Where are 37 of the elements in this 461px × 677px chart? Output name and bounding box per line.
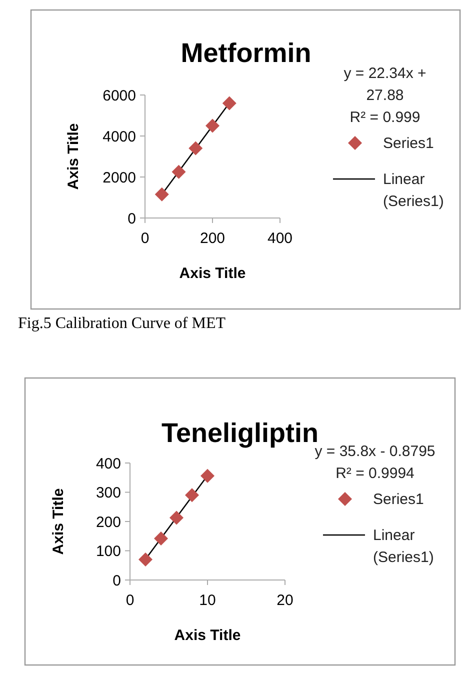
x-tick-label: 20 xyxy=(276,592,294,609)
point xyxy=(222,96,236,110)
point xyxy=(154,187,169,202)
x-tick-label: 10 xyxy=(199,592,216,609)
point xyxy=(138,552,152,567)
y-tick-label: 0 xyxy=(112,572,121,590)
text: y = 22.34x + 27.88 xyxy=(344,65,427,104)
y-tick-label: 0 xyxy=(128,210,136,228)
point xyxy=(188,141,203,156)
y-tick-label: 4000 xyxy=(102,128,136,146)
x-tick-label: 200 xyxy=(200,230,226,247)
x-axis-title: Axis Title xyxy=(174,627,241,644)
point xyxy=(170,510,184,525)
x-axis-title: Axis Title xyxy=(179,265,246,282)
point xyxy=(185,488,199,502)
y-tick-label: 200 xyxy=(96,514,121,531)
y-tick-label: 6000 xyxy=(102,87,136,104)
point xyxy=(206,118,220,133)
y-axis-title: Axis Title xyxy=(65,123,82,190)
text: R² = 0.9994 xyxy=(336,465,414,482)
legend-label: Linear (Series1) xyxy=(373,527,434,566)
x-tick-label: 400 xyxy=(267,230,293,247)
legend-label: Linear (Series1) xyxy=(383,171,444,210)
legend-label: Series1 xyxy=(373,491,424,508)
text: R² = 0.999 xyxy=(350,109,420,126)
caption: Fig.5 Calibration Curve of MET xyxy=(18,315,226,332)
x-tick-label: 0 xyxy=(140,230,150,247)
y-tick-label: 2000 xyxy=(102,169,136,186)
y-tick-label: 300 xyxy=(96,484,121,502)
point xyxy=(154,531,168,546)
y-tick-label: 400 xyxy=(96,455,121,472)
legend-label: Series1 xyxy=(383,135,434,152)
y-axis-title: Axis Title xyxy=(50,488,67,555)
chart-title: Metformin xyxy=(180,38,312,68)
point xyxy=(200,468,214,483)
y-tick-label: 100 xyxy=(96,543,121,560)
point xyxy=(172,164,186,179)
